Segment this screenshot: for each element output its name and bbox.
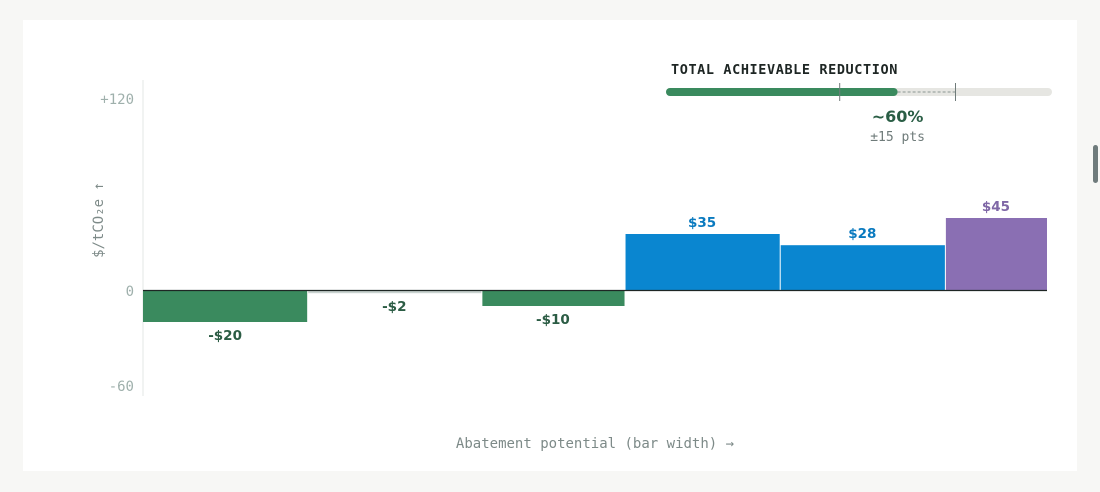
bar-value-label: -$20 (208, 328, 242, 344)
bar-value-label: $45 (982, 199, 1010, 215)
bar-value-label: $35 (688, 215, 716, 231)
bar (780, 245, 945, 290)
chart-card: +120 0 -60 $/tCO₂e ↑ Abatement potential… (23, 20, 1077, 471)
bar (482, 290, 625, 306)
meter-value: ~60% (872, 107, 924, 126)
y-tick-label: -60 (109, 379, 134, 395)
y-tick-label: +120 (100, 92, 134, 108)
meter-uncertainty: ±15 pts (870, 130, 925, 145)
bar (625, 234, 780, 290)
bars-group: -$20 -$2 -$10 $35 $28 $45 (143, 199, 1047, 344)
abatement-chart: +120 0 -60 $/tCO₂e ↑ Abatement potential… (91, 62, 1052, 452)
y-axis-title: $/tCO₂e ↑ (91, 182, 107, 258)
bar-value-label: -$2 (382, 299, 406, 315)
bar (143, 290, 308, 322)
x-axis-title: Abatement potential (bar width) → (456, 436, 734, 452)
bar-value-label: $28 (848, 226, 876, 242)
bar (308, 290, 482, 294)
meter-title: TOTAL ACHIEVABLE REDUCTION (671, 62, 898, 78)
y-tick-label: 0 (126, 284, 134, 300)
bar (945, 218, 1047, 290)
scrollbar-thumb[interactable] (1093, 145, 1098, 183)
meter-fill (666, 88, 898, 96)
reduction-meter: TOTAL ACHIEVABLE REDUCTION ~60% ±15 pts (666, 62, 1052, 145)
bar-value-label: -$10 (536, 312, 570, 328)
